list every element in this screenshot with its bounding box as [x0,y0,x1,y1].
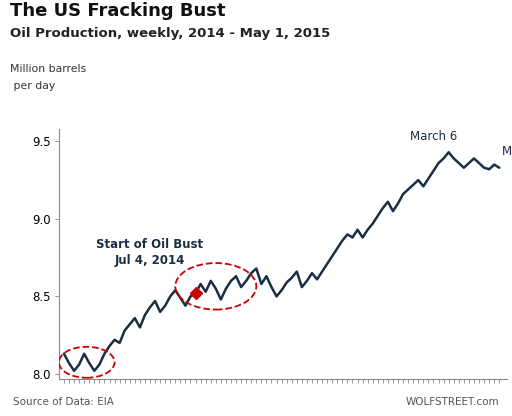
Text: Source of Data: EIA: Source of Data: EIA [13,397,114,407]
Text: Start of Oil Bust
Jul 4, 2014: Start of Oil Bust Jul 4, 2014 [96,238,204,267]
Text: Million barrels: Million barrels [10,64,87,74]
Text: The US Fracking Bust: The US Fracking Bust [10,2,226,20]
Text: per day: per day [10,81,55,91]
Text: May 1: May 1 [502,146,512,158]
Text: WOLFSTREET.com: WOLFSTREET.com [406,397,499,407]
Text: March 6: March 6 [410,130,457,143]
Text: Oil Production, weekly, 2014 - May 1, 2015: Oil Production, weekly, 2014 - May 1, 20… [10,27,330,40]
